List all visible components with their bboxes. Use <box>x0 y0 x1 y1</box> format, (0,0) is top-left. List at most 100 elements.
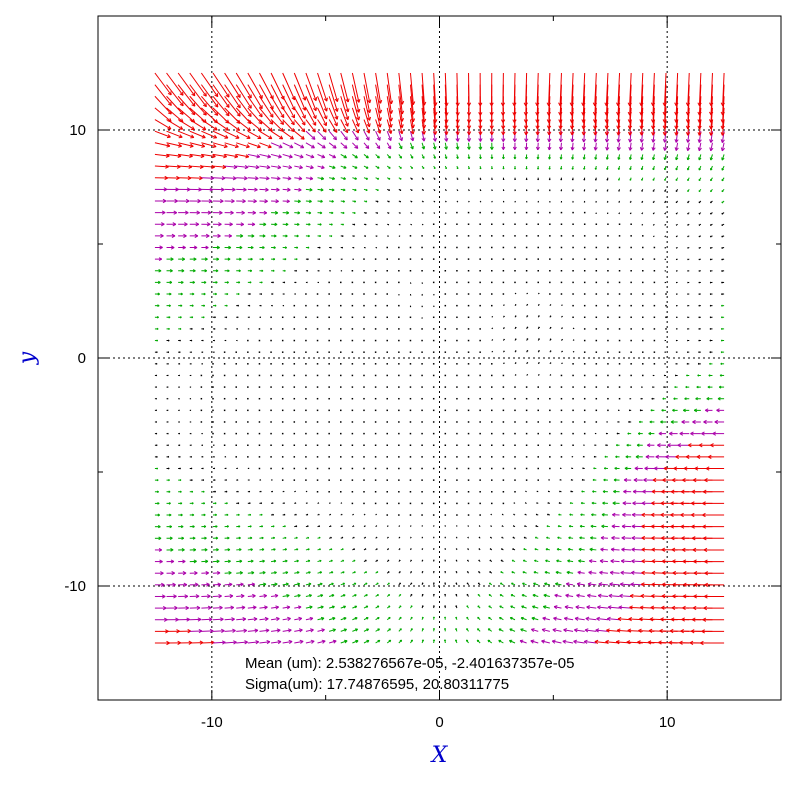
vector-arrow-471 <box>398 536 401 539</box>
vector-arrow-507 <box>236 525 241 528</box>
vector-arrow-677 <box>467 491 470 493</box>
vector-arrow-308 <box>247 571 255 575</box>
vector-arrow-552 <box>178 513 183 517</box>
vector-arrow-1079 <box>491 397 493 400</box>
vector-arrow-906 <box>223 432 226 435</box>
vector-arrow-1169 <box>374 374 377 377</box>
vector-arrow-1602 <box>178 269 185 273</box>
vector-arrow-402 <box>178 548 185 552</box>
vector-arrow-2139 <box>605 154 609 160</box>
vector-arrow-1324 <box>432 339 435 342</box>
vector-arrow-2164 <box>317 142 326 149</box>
vector-arrow-1006 <box>223 409 226 412</box>
vector-arrow-1639 <box>607 270 609 272</box>
vector-arrow-499 <box>703 536 725 541</box>
vector-arrow-82 <box>520 628 527 632</box>
vector-arrow-1184 <box>549 374 552 376</box>
vector-arrow-1906 <box>224 199 235 204</box>
vector-arrow-76 <box>455 628 458 632</box>
vector-arrow-1072 <box>409 397 412 400</box>
vector-arrow-238 <box>587 593 597 598</box>
vector-arrow-2343 <box>651 107 656 130</box>
vector-arrow-881 <box>514 444 516 446</box>
y-tick-label-0: -10 <box>64 578 86 595</box>
vector-arrow-1388 <box>595 328 598 330</box>
vector-arrow-369 <box>375 559 379 562</box>
vector-arrow-1156 <box>223 374 226 377</box>
vector-arrow-837 <box>582 455 585 458</box>
vector-arrow-1308 <box>247 339 249 342</box>
vector-arrow-1272 <box>409 351 412 353</box>
vector-arrow-1568 <box>363 281 365 284</box>
vector-arrow-2353 <box>189 95 207 116</box>
vector-arrow-257 <box>236 582 244 587</box>
vector-arrow-1691 <box>630 258 632 260</box>
vector-arrow-1700 <box>154 245 163 250</box>
vector-arrow-1440 <box>618 316 621 319</box>
vector-arrow-945 <box>669 431 678 436</box>
vector-arrow-1365 <box>328 328 330 330</box>
vector-arrow-845 <box>665 454 678 459</box>
vector-arrow-1013 <box>305 409 307 412</box>
vector-arrow-2215 <box>328 130 337 141</box>
vector-arrow-1486 <box>572 304 574 307</box>
vector-arrow-149 <box>702 617 725 622</box>
vector-arrow-2193 <box>651 142 656 151</box>
vector-arrow-1342 <box>642 339 644 342</box>
vector-arrow-1781 <box>514 235 516 237</box>
vector-arrow-1793 <box>652 235 655 238</box>
vector-arrow-215 <box>329 594 335 597</box>
vector-arrow-1155 <box>212 374 214 377</box>
vector-arrow-875 <box>444 444 447 446</box>
vector-arrow-1517 <box>351 293 354 295</box>
vector-arrow-2182 <box>524 142 529 151</box>
vector-arrow-1302 <box>178 339 181 342</box>
vector-arrow-1377 <box>467 328 470 330</box>
vector-arrow-1903 <box>189 198 201 204</box>
vector-arrow-925 <box>444 432 447 435</box>
vector-arrow-1599 <box>721 281 725 284</box>
vector-arrow-1901 <box>166 198 178 204</box>
vector-arrow-1702 <box>178 245 186 250</box>
vector-arrow-1941 <box>629 200 632 203</box>
vector-arrow-1497 <box>698 304 701 307</box>
vector-arrow-1347 <box>698 339 701 342</box>
vector-arrow-1498 <box>709 304 713 307</box>
vector-arrow-1411 <box>281 316 284 319</box>
vector-arrow-1561 <box>282 281 286 284</box>
vector-arrow-2305 <box>212 107 230 124</box>
x-tick-label-1: 0 <box>435 714 443 731</box>
vector-arrow-1808 <box>247 222 256 227</box>
vector-arrow-1193 <box>652 374 655 377</box>
vector-arrow-1338 <box>595 339 598 342</box>
vector-arrow-127 <box>466 616 469 621</box>
vector-arrow-2210 <box>270 130 284 140</box>
vector-arrow-2372 <box>409 96 416 123</box>
vector-arrow-2453 <box>189 72 207 97</box>
vector-arrow-1799 <box>721 235 725 238</box>
vector-arrow-2460 <box>270 72 285 100</box>
vector-arrow-2119 <box>375 154 380 159</box>
vector-arrow-1940 <box>618 200 621 203</box>
vector-arrow-1317 <box>351 339 354 342</box>
vector-arrow-1696 <box>687 258 690 261</box>
vector-arrow-2494 <box>662 72 667 107</box>
vector-arrow-2126 <box>456 154 459 159</box>
vector-arrow-2321 <box>398 107 404 129</box>
vector-arrow-1311 <box>281 339 284 342</box>
vector-arrow-1166 <box>340 374 342 377</box>
vector-arrow-16 <box>340 639 348 644</box>
vector-arrow-2009 <box>259 176 270 181</box>
vector-arrow-876 <box>456 444 458 446</box>
vector-arrow-2496 <box>685 72 691 107</box>
vector-arrow-682 <box>525 490 527 493</box>
vector-arrow-2021 <box>398 177 402 180</box>
vector-arrow-1706 <box>224 245 232 250</box>
vector-arrow-649 <box>702 501 725 506</box>
vector-arrow-337 <box>577 570 585 575</box>
vector-arrow-1064 <box>316 397 319 400</box>
vector-arrow-1463 <box>305 304 307 307</box>
vector-arrow-2260 <box>270 119 284 132</box>
vector-arrow-1008 <box>247 409 249 412</box>
vector-arrow-1393 <box>653 328 656 330</box>
